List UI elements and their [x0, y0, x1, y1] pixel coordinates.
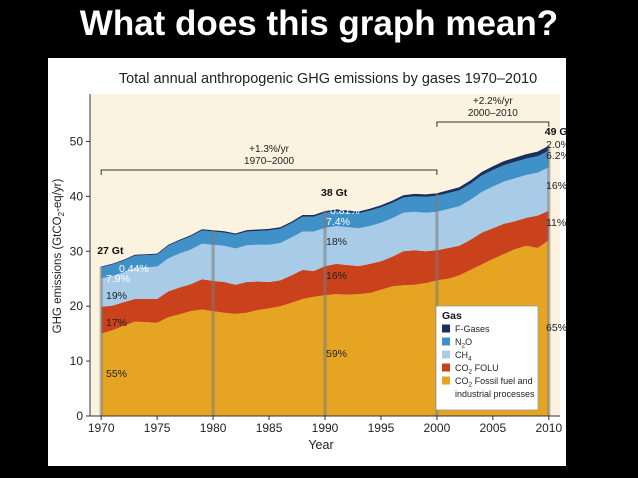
share-2010-co2folu: 11%	[546, 217, 566, 229]
bracket-2000-2010	[436, 121, 550, 127]
legend-swatch	[442, 337, 450, 346]
x-tick-label: 1970	[88, 421, 115, 435]
legend-item: F-Gases	[455, 324, 490, 334]
y-tick-label: 40	[70, 189, 84, 203]
share-1970-co2ff: 55%	[106, 368, 127, 380]
legend-box	[435, 305, 539, 411]
total-label-1970: 27 Gt	[97, 245, 124, 257]
y-axis-label: GHG emissions (GtCO2-eq/yr)	[52, 179, 66, 334]
share-1970-co2folu: 17%	[106, 317, 127, 329]
rate-right-period: 2000–2010	[468, 108, 518, 119]
x-tick-label: 2005	[480, 421, 507, 435]
slide-headline: What does this graph mean?	[79, 4, 559, 43]
legend-item: CH4	[455, 350, 472, 363]
share-2010-ch4: 16%	[546, 180, 566, 192]
chart-title: Total annual anthropogenic GHG emissions…	[119, 71, 537, 87]
y-tick-label: 0	[76, 409, 83, 423]
legend-swatch	[442, 350, 450, 359]
share-1990-co2ff: 59%	[326, 348, 347, 360]
share-1970-fgas: 0.44%	[119, 263, 149, 275]
decade-marker	[323, 211, 327, 416]
legend-swatch	[442, 363, 450, 372]
legend-item: CO2 Fossil fuel and	[455, 376, 533, 389]
y-tick-label: 50	[70, 134, 84, 148]
rate-right-label: +2.2%/yr	[473, 96, 513, 107]
rate-left-period: 1970–2000	[244, 156, 294, 167]
total-label-2010: 49 Gt	[545, 126, 566, 138]
share-1970-n2o: 7.9%	[106, 273, 130, 285]
x-tick-label: 1980	[200, 421, 227, 435]
total-label-1990: 38 Gt	[321, 187, 348, 199]
emissions-chart: Total annual anthropogenic GHG emissions…	[52, 71, 572, 452]
decade-marker	[435, 193, 439, 416]
share-2010-n2o: 6.2%	[546, 150, 566, 162]
decade-marker	[211, 230, 215, 416]
decade-marker	[99, 266, 103, 416]
y-tick-label: 10	[70, 354, 84, 368]
y-tick-label: 20	[70, 299, 84, 313]
share-2010-fgas: 2.0%	[546, 139, 566, 151]
x-tick-label: 1995	[368, 421, 395, 435]
chart-panel: Total annual anthropogenic GHG emissions…	[48, 58, 572, 466]
x-tick-label: 1985	[256, 421, 283, 435]
x-tick-label: 1990	[312, 421, 339, 435]
legend-title: Gas	[442, 310, 462, 322]
share-1990-fgas: 0.81%	[330, 205, 360, 217]
legend-item: industrial processes	[455, 389, 535, 399]
share-2010-co2ff: 65%	[546, 322, 566, 334]
x-tick-label: 2010	[535, 421, 562, 435]
share-1990-ch4: 18%	[326, 236, 347, 248]
legend-swatch	[442, 324, 450, 333]
decade-marker	[547, 145, 551, 416]
y-tick-label: 30	[70, 244, 84, 258]
share-1970-ch4: 19%	[106, 290, 127, 302]
x-axis-label: Year	[308, 438, 333, 452]
legend-swatch	[442, 376, 450, 385]
bracket-1970-2000	[100, 169, 438, 175]
axes: 0 10 20 30 40 50 1970 1975 1980 1985 1990 1995 2000 2…	[70, 94, 562, 435]
share-1990-n2o: 7.4%	[326, 216, 350, 228]
x-tick-label: 2000	[424, 421, 451, 435]
x-tick-label: 1975	[144, 421, 171, 435]
legend-item: N2O	[455, 337, 472, 350]
rate-left-label: +1.3%/yr	[249, 144, 289, 155]
area-series-4	[101, 145, 549, 268]
share-1990-co2folu: 16%	[326, 270, 347, 282]
legend-item: CO2 FOLU	[455, 363, 499, 376]
